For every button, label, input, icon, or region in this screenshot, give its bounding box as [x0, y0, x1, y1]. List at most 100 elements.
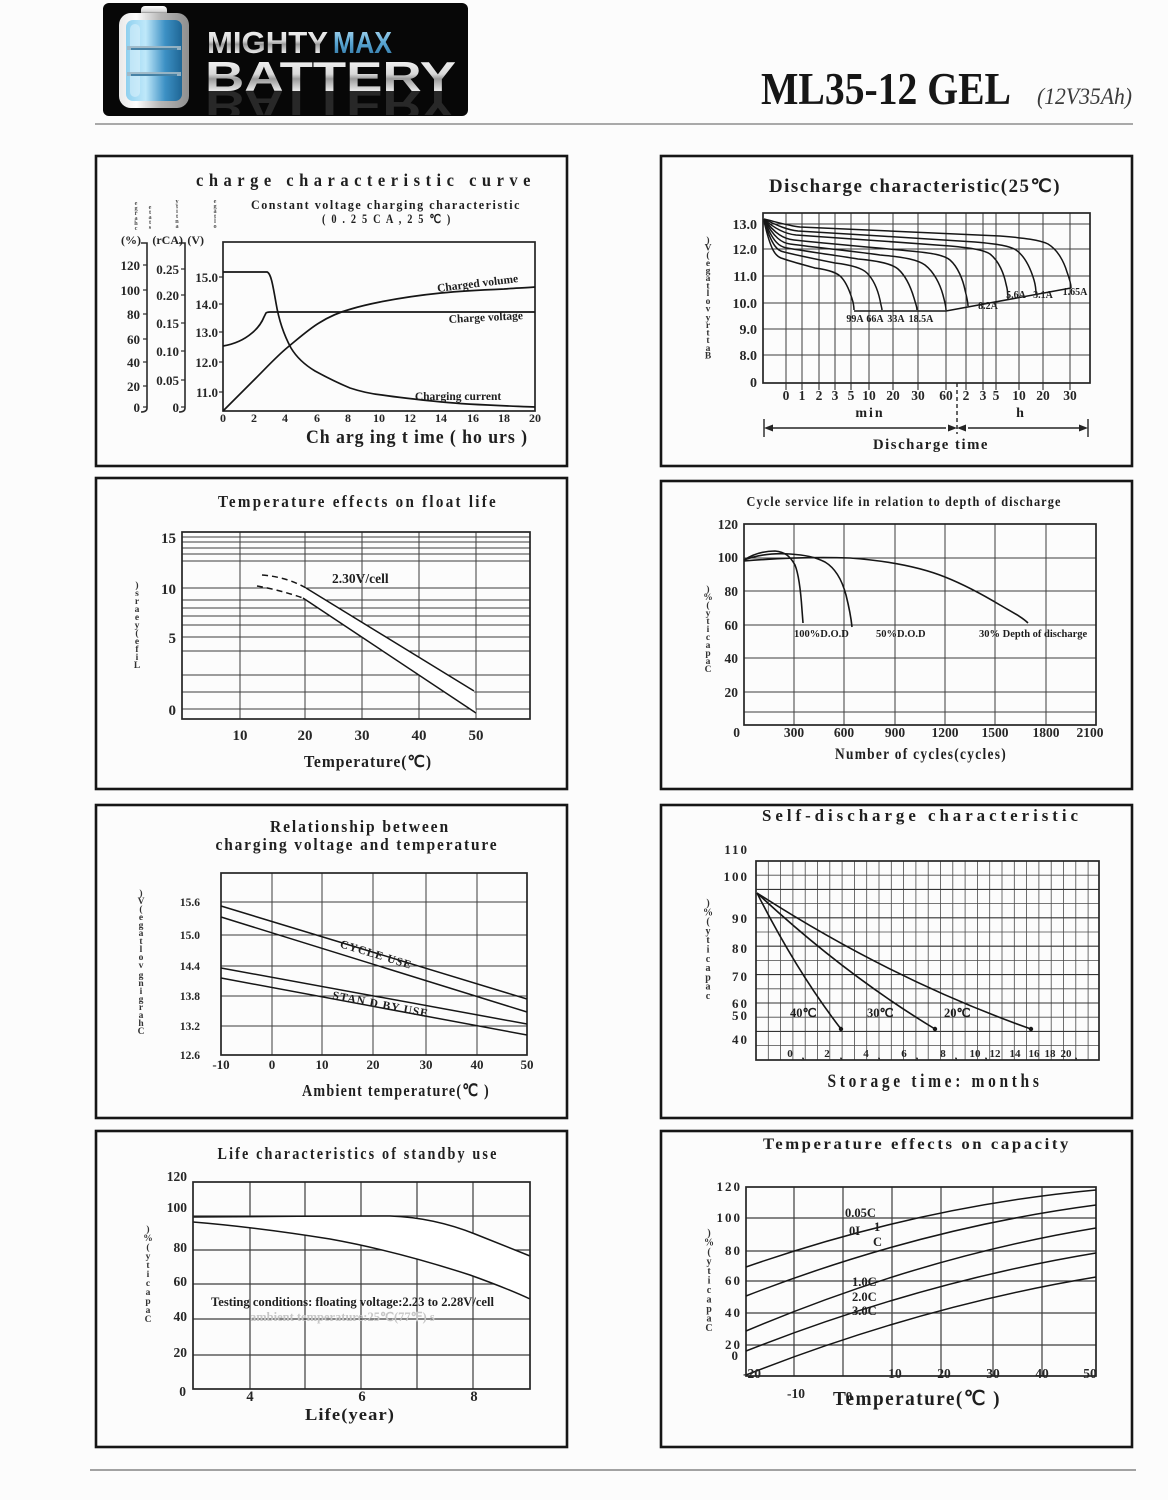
svg-text:40: 40	[725, 1305, 742, 1320]
svg-text:50%D.O.D: 50%D.O.D	[876, 629, 926, 640]
svg-text:10: 10	[316, 1057, 329, 1072]
svg-text:120: 120	[718, 517, 739, 532]
svg-text:0.20: 0.20	[156, 288, 179, 303]
svg-text:BATTERY: BATTERY	[205, 82, 456, 129]
svg-text:2.30V/cell: 2.30V/cell	[332, 571, 389, 586]
svg-text:0I: 0I	[849, 1224, 860, 1238]
svg-text:Life characteristics of standb: Life characteristics of standby use	[218, 1144, 499, 1163]
svg-text:Discharge time: Discharge time	[873, 437, 989, 453]
svg-text:0.25: 0.25	[156, 262, 179, 277]
svg-text:20: 20	[298, 728, 313, 744]
svg-text:Ambient temperature(℃ ): Ambient temperature(℃ )	[302, 1081, 490, 1100]
svg-text:100: 100	[121, 283, 141, 298]
svg-text:Charging current: Charging current	[415, 391, 502, 403]
svg-text:5: 5	[169, 631, 177, 647]
svg-text:30: 30	[420, 1057, 433, 1072]
svg-text:4: 4	[246, 1389, 253, 1405]
svg-text:0: 0	[783, 388, 790, 403]
svg-text:8: 8	[470, 1389, 477, 1405]
svg-text:0: 0	[750, 376, 757, 391]
svg-text:30: 30	[911, 388, 925, 403]
svg-text:20℃: 20℃	[944, 1006, 971, 1020]
svg-text:40: 40	[127, 355, 140, 370]
svg-text:30℃: 30℃	[867, 1006, 894, 1020]
svg-text:(rCA): (rCA)	[152, 233, 183, 247]
svg-text:( 0 . 2 5 C A , 2 5 ℃ ): ( 0 . 2 5 C A , 2 5 ℃ )	[322, 212, 452, 226]
svg-text:10: 10	[1012, 388, 1026, 403]
svg-text:15.0: 15.0	[180, 930, 200, 942]
svg-text:1500: 1500	[982, 725, 1009, 740]
svg-text:0.05C: 0.05C	[845, 1206, 876, 1220]
svg-text:50: 50	[1083, 1366, 1097, 1381]
svg-text:14.0: 14.0	[195, 297, 218, 312]
svg-text:Life(year): Life(year)	[305, 1405, 395, 1424]
svg-text:10: 10	[970, 1048, 982, 1060]
svg-text:6: 6	[901, 1048, 907, 1060]
svg-text:0: 0	[134, 400, 141, 415]
svg-text:(%): (%)	[121, 233, 141, 247]
svg-text:1: 1	[799, 388, 806, 403]
svg-text:2: 2	[251, 411, 257, 425]
svg-text:60: 60	[939, 388, 953, 403]
svg-text:charging voltage and temperatu: charging voltage and temperature	[216, 835, 499, 854]
svg-text:5: 5	[993, 388, 1000, 403]
svg-text:C: C	[873, 1235, 882, 1249]
svg-text:h: h	[1016, 406, 1024, 421]
svg-text:15.6: 15.6	[180, 897, 200, 909]
svg-text:0: 0	[173, 400, 180, 415]
svg-text:5: 5	[848, 388, 855, 403]
svg-text:ML35-12 GEL: ML35-12 GEL	[761, 63, 1011, 114]
svg-text:120: 120	[121, 258, 141, 273]
svg-text:33A: 33A	[887, 314, 905, 325]
svg-text:100: 100	[724, 869, 750, 884]
svg-text:1.0C: 1.0C	[852, 1275, 877, 1289]
svg-text:(12V35Ah): (12V35Ah)	[1037, 84, 1132, 109]
svg-text:0: 0	[787, 1048, 793, 1060]
svg-text:charge characteristic curve: charge characteristic curve	[196, 170, 536, 190]
svg-text:8.0: 8.0	[740, 349, 758, 364]
svg-text:18: 18	[1045, 1048, 1057, 1060]
svg-text:min: min	[855, 406, 884, 421]
svg-text:BATTERY: BATTERY	[205, 53, 456, 100]
svg-text:2: 2	[824, 1048, 830, 1060]
svg-text:0.05: 0.05	[156, 373, 179, 388]
svg-text:2100: 2100	[1077, 725, 1104, 740]
svg-text:10: 10	[233, 728, 248, 744]
svg-text:0: 0	[269, 1057, 276, 1072]
svg-text:Temperature(℃ ): Temperature(℃ )	[833, 1388, 1001, 1410]
svg-text:11.0: 11.0	[196, 385, 218, 400]
svg-text:80: 80	[732, 941, 749, 956]
svg-text:90: 90	[732, 911, 749, 926]
svg-text:14.4: 14.4	[180, 961, 200, 973]
svg-text:Storage time: months: Storage time: months	[828, 1071, 1043, 1092]
svg-text:120: 120	[717, 1179, 743, 1194]
svg-text:3.1A: 3.1A	[1033, 290, 1054, 301]
svg-text:1.65A: 1.65A	[1063, 287, 1089, 298]
svg-text:15: 15	[161, 531, 176, 547]
svg-text:3: 3	[980, 388, 987, 403]
svg-text:30: 30	[986, 1366, 1000, 1381]
svg-text:8: 8	[345, 411, 351, 425]
svg-text:,: ,	[802, 1050, 805, 1062]
svg-text:4: 4	[863, 1048, 869, 1060]
svg-text:Relationship between: Relationship between	[270, 817, 450, 836]
svg-text:Testing conditions: floating v: Testing conditions: floating voltage:2.2…	[211, 1295, 495, 1309]
svg-text:15.0: 15.0	[195, 270, 218, 285]
svg-text:10: 10	[888, 1366, 902, 1381]
svg-text:600: 600	[834, 725, 855, 740]
svg-text:10: 10	[373, 411, 385, 425]
svg-text:40℃: 40℃	[790, 1006, 817, 1020]
svg-text:20: 20	[937, 1366, 951, 1381]
svg-text:1800: 1800	[1033, 725, 1060, 740]
svg-text:Temperature effects on capacit: Temperature effects on capacity	[763, 1136, 1071, 1153]
svg-text:-10: -10	[212, 1057, 229, 1072]
svg-text:60: 60	[127, 332, 140, 347]
svg-text:10: 10	[161, 582, 176, 598]
svg-text:30% Depth of discharge: 30% Depth of discharge	[979, 629, 1088, 640]
svg-text:66A: 66A	[866, 314, 884, 325]
